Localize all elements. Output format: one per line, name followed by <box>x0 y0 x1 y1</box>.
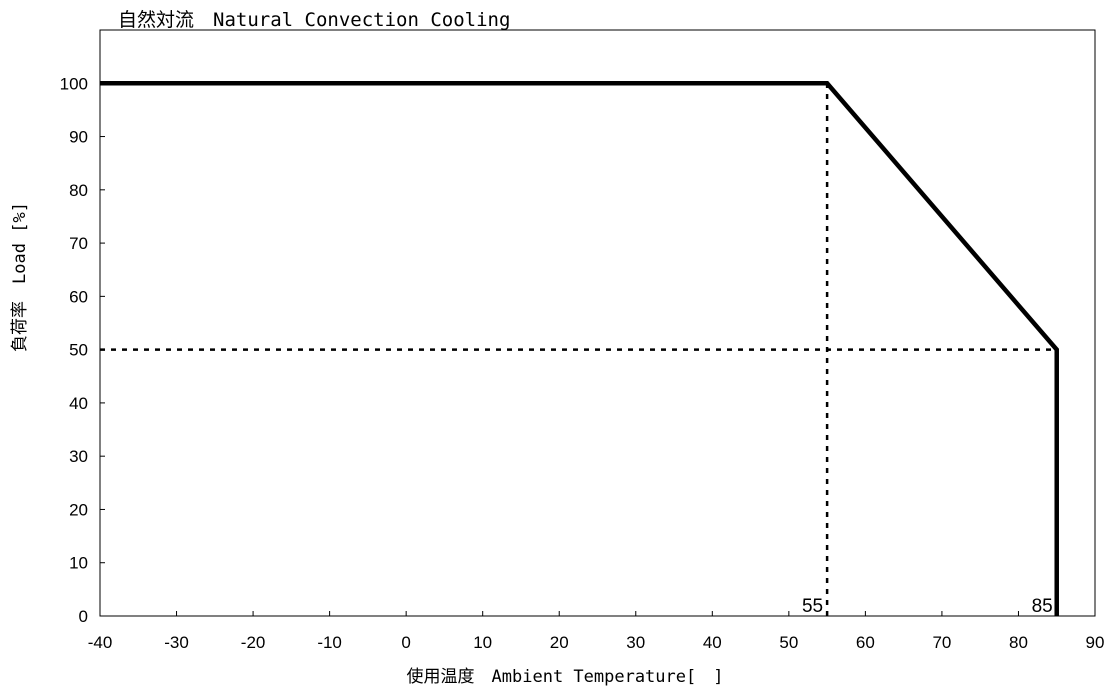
annotations: 55 85 <box>802 596 1053 617</box>
annotation-label: 85 <box>1032 596 1053 617</box>
x-tick-label: 0 <box>401 633 410 652</box>
x-tick-label: 90 <box>1086 633 1105 652</box>
y-tick-label: 70 <box>69 234 88 253</box>
x-axis-ticks: -40 -30 -20 -10 0 10 20 30 40 50 60 70 80 90 <box>88 611 1105 652</box>
x-tick-label: 60 <box>856 633 875 652</box>
y-tick-label: 10 <box>69 554 88 573</box>
y-axis-title: 負荷率 Load [%] <box>10 202 30 352</box>
x-tick-label: -20 <box>241 633 266 652</box>
x-tick-label: 50 <box>779 633 798 652</box>
x-tick-label: 20 <box>550 633 569 652</box>
x-tick-label: 10 <box>473 633 492 652</box>
annotation-label: 55 <box>802 596 823 617</box>
x-tick-label: -40 <box>88 633 113 652</box>
x-tick-label: 80 <box>1009 633 1028 652</box>
x-tick-label: -10 <box>317 633 342 652</box>
y-tick-label: 0 <box>79 607 88 626</box>
x-tick-label: -30 <box>164 633 189 652</box>
y-tick-label: 50 <box>69 341 88 360</box>
y-axis-ticks: 0 10 20 30 40 50 60 70 80 90 100 <box>60 74 105 626</box>
y-tick-label: 80 <box>69 181 88 200</box>
series-lines <box>100 81 1059 616</box>
y-tick-label: 30 <box>69 447 88 466</box>
y-tick-label: 60 <box>69 287 88 306</box>
chart-title: 自然対流 Natural Convection Cooling <box>118 9 510 31</box>
x-tick-label: 40 <box>703 633 722 652</box>
x-tick-label: 70 <box>932 633 951 652</box>
y-tick-label: 40 <box>69 394 88 413</box>
series-line <box>100 81 1059 616</box>
x-axis-title: 使用温度 Ambient Temperature[ ] <box>407 666 724 687</box>
x-tick-label: 30 <box>626 633 645 652</box>
reference-lines <box>100 83 1057 616</box>
y-tick-label: 100 <box>60 74 88 93</box>
y-tick-label: 20 <box>69 500 88 519</box>
y-tick-label: 90 <box>69 128 88 147</box>
plot-area-border <box>99 29 1096 617</box>
